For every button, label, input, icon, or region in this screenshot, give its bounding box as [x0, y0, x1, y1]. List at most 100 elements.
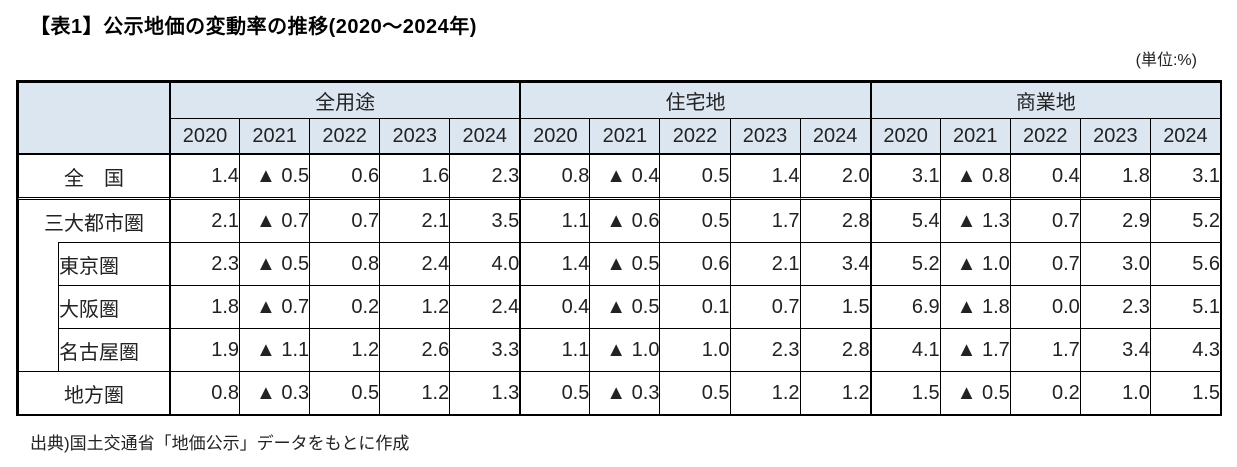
year-header: 2024 — [449, 118, 520, 153]
value-cell: 0.7 — [309, 197, 380, 242]
table-row: 三大都市圏 2.1 ▲ 0.7 0.7 2.1 3.5 1.1 ▲ 0.6 0.5 1.7 2.8 5… — [18, 197, 1220, 242]
value-cell: ▲ 0.5 — [239, 153, 310, 197]
col-group-residential: 住宅地 — [519, 82, 870, 118]
table-body: 全 国 1.4 ▲ 0.5 0.6 1.6 2.3 0.8 ▲ 0.4 0.5 1.4 2.0 3.1… — [18, 153, 1220, 414]
value-cell: 0.2 — [309, 285, 380, 328]
value-cell: 1.8 — [169, 285, 240, 328]
year-header: 2023 — [1079, 118, 1150, 153]
col-group-all-use: 全用途 — [169, 82, 520, 118]
value-cell: ▲ 0.7 — [239, 285, 310, 328]
value-cell: 0.5 — [659, 197, 730, 242]
value-cell: 0.4 — [1009, 153, 1080, 197]
value-cell: 0.4 — [519, 285, 590, 328]
value-cell: 1.2 — [309, 328, 380, 371]
corner-cell — [18, 82, 169, 153]
table-row: 地方圏 0.8 ▲ 0.3 0.5 1.2 1.3 0.5 ▲ 0.3 0.5 1.2 1.2 1.5… — [18, 371, 1220, 414]
value-cell: 1.1 — [519, 328, 590, 371]
row-label: 全 国 — [18, 153, 169, 197]
value-cell: 1.4 — [729, 153, 800, 197]
year-header: 2023 — [729, 118, 800, 153]
value-cell: 3.4 — [1079, 328, 1150, 371]
year-header: 2022 — [659, 118, 730, 153]
value-cell: 3.1 — [1149, 153, 1220, 197]
year-header: 2023 — [379, 118, 450, 153]
value-cell: ▲ 0.5 — [239, 242, 310, 285]
value-cell: ▲ 0.3 — [239, 371, 310, 414]
value-cell: 2.4 — [379, 242, 450, 285]
value-cell: 1.1 — [519, 197, 590, 242]
value-cell: 1.5 — [869, 371, 940, 414]
value-cell: 2.4 — [449, 285, 520, 328]
year-header: 2024 — [799, 118, 870, 153]
year-header: 2021 — [589, 118, 660, 153]
value-cell: 1.7 — [1009, 328, 1080, 371]
value-cell: 5.4 — [869, 197, 940, 242]
value-cell: 1.2 — [379, 285, 450, 328]
value-cell: 3.1 — [869, 153, 940, 197]
value-cell: 2.1 — [729, 242, 800, 285]
value-cell: 2.3 — [169, 242, 240, 285]
value-cell: 1.3 — [449, 371, 520, 414]
value-cell: ▲ 0.4 — [589, 153, 660, 197]
value-cell: 1.9 — [169, 328, 240, 371]
indent-spacer — [18, 328, 58, 371]
value-cell: 2.3 — [449, 153, 520, 197]
value-cell: ▲ 1.3 — [939, 197, 1010, 242]
value-cell: ▲ 1.0 — [939, 242, 1010, 285]
value-cell: 4.3 — [1149, 328, 1220, 371]
value-cell: ▲ 1.1 — [239, 328, 310, 371]
value-cell: 2.6 — [379, 328, 450, 371]
year-header: 2020 — [169, 118, 240, 153]
value-cell: ▲ 1.0 — [589, 328, 660, 371]
row-label: 地方圏 — [18, 371, 169, 414]
value-cell: 1.0 — [659, 328, 730, 371]
value-cell: 5.6 — [1149, 242, 1220, 285]
value-cell: 0.5 — [659, 153, 730, 197]
group-header-row: 全用途 住宅地 商業地 — [18, 82, 1220, 153]
table-title: 【表1】公示地価の変動率の推移(2020〜2024年) — [30, 16, 477, 38]
table-header: 全用途 住宅地 商業地 2020 2021 2022 2023 2024 2020 2021… — [18, 82, 1220, 153]
value-cell: 0.8 — [309, 242, 380, 285]
value-cell: ▲ 1.7 — [939, 328, 1010, 371]
value-cell: 0.8 — [519, 153, 590, 197]
value-cell: 5.1 — [1149, 285, 1220, 328]
value-cell: 1.6 — [379, 153, 450, 197]
row-label: 三大都市圏 — [18, 197, 169, 242]
land-price-table: 全用途 住宅地 商業地 2020 2021 2022 2023 2024 2020 2021… — [16, 80, 1222, 416]
value-cell: 1.7 — [729, 197, 800, 242]
source-note: 出典)国土交通省「地価公示」データをもとに作成 — [30, 434, 410, 453]
value-cell: 2.1 — [169, 197, 240, 242]
value-cell: 3.5 — [449, 197, 520, 242]
value-cell: 5.2 — [869, 242, 940, 285]
value-cell: 0.7 — [729, 285, 800, 328]
row-label: 大阪圏 — [58, 285, 169, 328]
table-row: 全 国 1.4 ▲ 0.5 0.6 1.6 2.3 0.8 ▲ 0.4 0.5 1.4 2.0 3.1… — [18, 153, 1220, 197]
value-cell: ▲ 1.8 — [939, 285, 1010, 328]
value-cell: 0.6 — [659, 242, 730, 285]
value-cell: 0.1 — [659, 285, 730, 328]
table-row: 名古屋圏 1.9 ▲ 1.1 1.2 2.6 3.3 1.1 ▲ 1.0 1.0 2.3 2.8 4.… — [18, 328, 1220, 371]
value-cell: 0.2 — [1009, 371, 1080, 414]
year-header: 2021 — [939, 118, 1010, 153]
value-cell: 2.3 — [1079, 285, 1150, 328]
value-cell: ▲ 0.5 — [589, 285, 660, 328]
indent-spacer — [18, 285, 58, 328]
table-row: 大阪圏 1.8 ▲ 0.7 0.2 1.2 2.4 0.4 ▲ 0.5 0.1 0.7 1.5 6.9… — [18, 285, 1220, 328]
value-cell: ▲ 0.7 — [239, 197, 310, 242]
row-label: 東京圏 — [58, 242, 169, 285]
value-cell: 0.7 — [1009, 242, 1080, 285]
value-cell: 3.4 — [799, 242, 870, 285]
row-label: 名古屋圏 — [58, 328, 169, 371]
value-cell: 0.5 — [309, 371, 380, 414]
value-cell: 2.1 — [379, 197, 450, 242]
value-cell: 1.0 — [1079, 371, 1150, 414]
year-header: 2020 — [519, 118, 590, 153]
col-group-commercial: 商業地 — [869, 82, 1220, 118]
year-header: 2024 — [1149, 118, 1220, 153]
year-header: 2022 — [1009, 118, 1080, 153]
value-cell: 1.2 — [729, 371, 800, 414]
value-cell: 0.0 — [1009, 285, 1080, 328]
value-cell: 2.3 — [729, 328, 800, 371]
unit-note: (単位:%) — [1135, 52, 1197, 69]
value-cell: 3.3 — [449, 328, 520, 371]
